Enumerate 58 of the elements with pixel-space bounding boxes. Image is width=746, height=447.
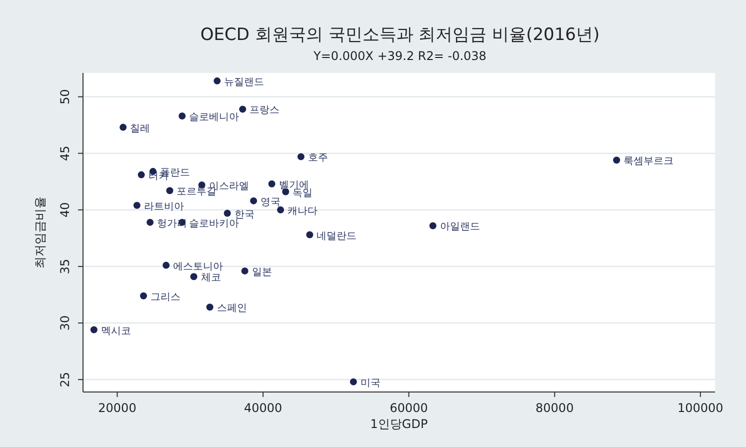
annotation: 영국 [260,196,281,208]
point [140,292,148,300]
point [190,273,198,280]
chart-subtitle: Y=0.000X +39.2 R2= -0.038 [312,49,486,63]
point [146,218,154,226]
point [224,210,231,217]
annotation: 한국 [234,209,254,220]
point [206,304,214,311]
point [250,197,258,204]
x-tick-label: 40000 [244,401,282,415]
point [613,156,620,164]
point [214,77,221,84]
annotation: 아일랜드 [440,222,480,233]
y-tick-label: 35 [58,258,72,274]
annotation: 프랑스 [250,105,280,116]
point [133,202,140,209]
point [297,153,304,160]
y-axis-title: 최저임금비율 [33,196,47,268]
annotation: 호주 [308,152,328,164]
y-tick-label: 40 [58,202,72,218]
point [268,180,276,188]
annotation: 그리스 [150,292,181,303]
annotation: 멕시코 [100,326,131,337]
x-tick-label: 80000 [536,401,574,415]
point [166,187,174,194]
point [90,326,98,334]
annotation: 캐나다 [288,206,318,217]
annotation: 스페인 [216,303,247,314]
annotation: 슬로바키아 [189,218,240,230]
annotation: 체코 [200,272,221,284]
x-tick-label: 100000 [678,401,724,415]
annotation: 뉴질랜드 [224,76,264,88]
y-tick-label: 30 [58,315,72,331]
annotation: 일본 [252,266,272,278]
x-tick-label: 20000 [98,401,136,415]
chart-title: OECD 회원국의 국민소득과 최저임금 비율(2016년) [200,25,600,45]
annotation: 라트비아 [144,201,184,212]
point [277,206,284,214]
annotation: 에스토니아 [173,261,224,272]
x-tick-label: 60000 [390,401,428,415]
point [241,267,248,274]
y-tick-label: 45 [58,146,72,161]
x-axis-title: 1인당GDP [370,417,428,431]
point [120,124,127,131]
point [178,112,186,120]
annotation: 미국 [360,378,380,389]
annotation: 슬로베니아 [189,112,240,123]
annotation: 네덜란드 [316,230,357,242]
point [306,231,314,238]
point [429,222,436,230]
point [239,106,246,113]
annotation: 칠레 [130,123,150,134]
y-tick-label: 50 [58,89,72,104]
point [350,378,357,386]
point [138,171,145,178]
annotation: 룩셈부르크 [624,156,674,168]
point [162,262,170,269]
y-tick-label: 25 [58,372,72,388]
